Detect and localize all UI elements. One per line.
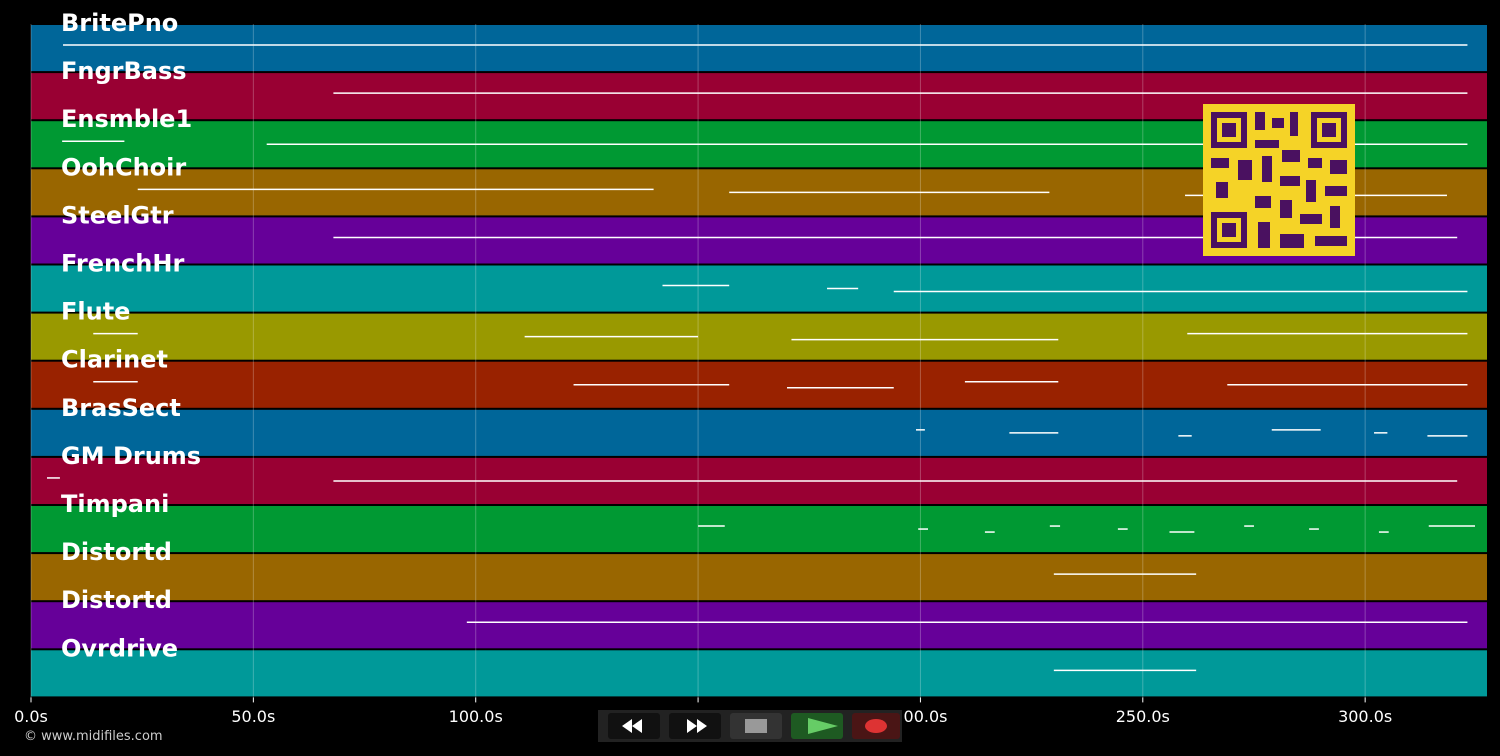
track-name: FngrBass (61, 57, 187, 85)
track-name: Flute (61, 298, 130, 326)
track-lane (31, 554, 1487, 601)
track-name: OohChoir (61, 153, 186, 181)
track-lane (31, 602, 1487, 649)
labels: BritePno FngrBass Ensmble1 OohChoir SteelGtr… (61, 9, 201, 662)
x-tick-label: 300.0s (1338, 707, 1392, 726)
play-button[interactable] (791, 713, 843, 739)
track-lane (31, 313, 1487, 360)
stop-button[interactable] (730, 713, 782, 739)
track-name: Timpani (61, 490, 169, 518)
x-tick-label: 0.0s (14, 707, 48, 726)
track-name: Ensmble1 (61, 105, 192, 133)
track-name: Distortd (61, 538, 172, 566)
track-name: Distortd (61, 586, 172, 614)
x-tick-label: 250.0s (1116, 707, 1170, 726)
record-button[interactable] (852, 713, 900, 739)
rewind-button[interactable] (608, 713, 660, 739)
track-name: GM Drums (61, 442, 201, 470)
track-name: Clarinet (61, 346, 168, 374)
track-lane (31, 265, 1487, 312)
x-tick-label: 100.0s (449, 707, 503, 726)
qr-code (1203, 104, 1355, 256)
track-name: BrasSect (61, 394, 181, 422)
track-name: BritePno (61, 9, 178, 37)
x-tick-label: 200.0s (893, 707, 947, 726)
notes (47, 44, 1475, 672)
track-lane (31, 506, 1487, 553)
track-name: FrenchHr (61, 250, 184, 278)
track-lane (31, 25, 1487, 72)
x-tick-label: 50.0s (231, 707, 275, 726)
track-name: SteelGtr (61, 201, 174, 229)
grid (30, 24, 1366, 703)
qr-pattern (1211, 112, 1347, 248)
track-lane (31, 650, 1487, 697)
transport-controls (598, 710, 902, 742)
forward-button[interactable] (669, 713, 721, 739)
credit: © www.midifiles.com (24, 729, 163, 744)
track-name: Ovrdrive (61, 634, 178, 662)
track-lane (31, 409, 1487, 456)
